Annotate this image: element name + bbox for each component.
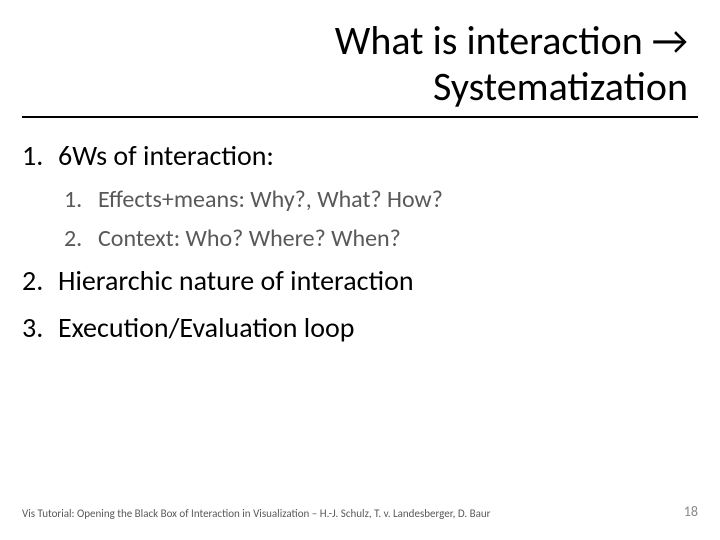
list-subitem-text: Effects+means: Why?, What? How? — [98, 185, 443, 214]
list-item-number: 1. — [22, 138, 58, 173]
list-subitem-number: 2. — [64, 224, 98, 253]
list-item-2: 2. Hierarchic nature of interaction — [22, 263, 698, 298]
list-item-text: Execution/Evaluation loop — [58, 310, 354, 345]
slide-footer: Vis Tutorial: Opening the Black Box of I… — [22, 503, 698, 520]
list-subitem-2: 2. Context: Who? Where? When? — [64, 224, 698, 253]
slide-body: 1. 6Ws of interaction: 1. Effects+means:… — [22, 132, 698, 357]
page-number: 18 — [684, 503, 698, 520]
slide: What is interaction → Systematization 1.… — [0, 0, 720, 540]
list-item-1: 1. 6Ws of interaction: — [22, 138, 698, 173]
list-subitem-1: 1. Effects+means: Why?, What? How? — [64, 185, 698, 214]
list-item-3: 3. Execution/Evaluation loop — [22, 310, 698, 345]
title-line-1: What is interaction → — [335, 18, 688, 64]
footer-text: Vis Tutorial: Opening the Black Box of I… — [22, 507, 491, 520]
list-item-text: Hierarchic nature of interaction — [58, 263, 414, 298]
list-item-number: 2. — [22, 263, 58, 298]
title-underline — [22, 116, 698, 118]
list-item-number: 3. — [22, 310, 58, 345]
title-line-2: Systematization — [335, 64, 688, 110]
list-item-text: 6Ws of interaction: — [58, 138, 274, 173]
slide-title: What is interaction → Systematization — [335, 18, 688, 110]
list-subitem-text: Context: Who? Where? When? — [98, 224, 401, 253]
list-subitem-number: 1. — [64, 185, 98, 214]
